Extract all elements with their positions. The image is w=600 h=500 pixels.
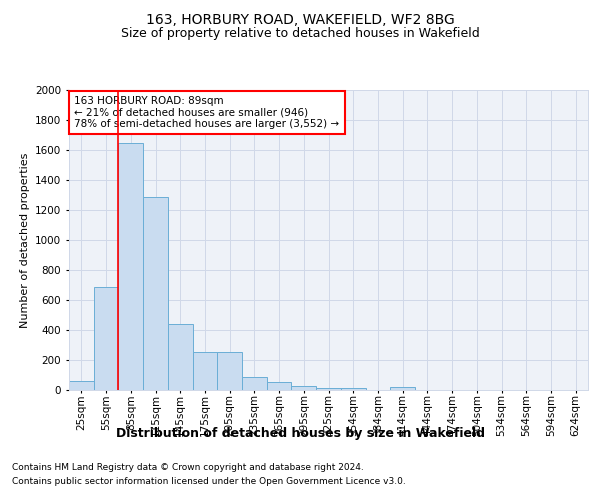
Bar bbox=[316, 388, 341, 390]
Bar bbox=[217, 352, 242, 390]
Bar bbox=[193, 352, 217, 390]
Bar bbox=[341, 388, 365, 390]
Text: Distribution of detached houses by size in Wakefield: Distribution of detached houses by size … bbox=[115, 428, 485, 440]
Y-axis label: Number of detached properties: Number of detached properties bbox=[20, 152, 29, 328]
Bar bbox=[94, 286, 118, 390]
Text: Size of property relative to detached houses in Wakefield: Size of property relative to detached ho… bbox=[121, 28, 479, 40]
Text: 163, HORBURY ROAD, WAKEFIELD, WF2 8BG: 163, HORBURY ROAD, WAKEFIELD, WF2 8BG bbox=[146, 12, 454, 26]
Bar bbox=[168, 324, 193, 390]
Bar bbox=[390, 387, 415, 390]
Bar bbox=[267, 382, 292, 390]
Text: Contains HM Land Registry data © Crown copyright and database right 2024.: Contains HM Land Registry data © Crown c… bbox=[12, 462, 364, 471]
Text: Contains public sector information licensed under the Open Government Licence v3: Contains public sector information licen… bbox=[12, 478, 406, 486]
Text: 163 HORBURY ROAD: 89sqm
← 21% of detached houses are smaller (946)
78% of semi-d: 163 HORBURY ROAD: 89sqm ← 21% of detache… bbox=[74, 96, 340, 129]
Bar bbox=[292, 386, 316, 390]
Bar bbox=[69, 381, 94, 390]
Bar bbox=[118, 142, 143, 390]
Bar bbox=[143, 196, 168, 390]
Bar bbox=[242, 376, 267, 390]
